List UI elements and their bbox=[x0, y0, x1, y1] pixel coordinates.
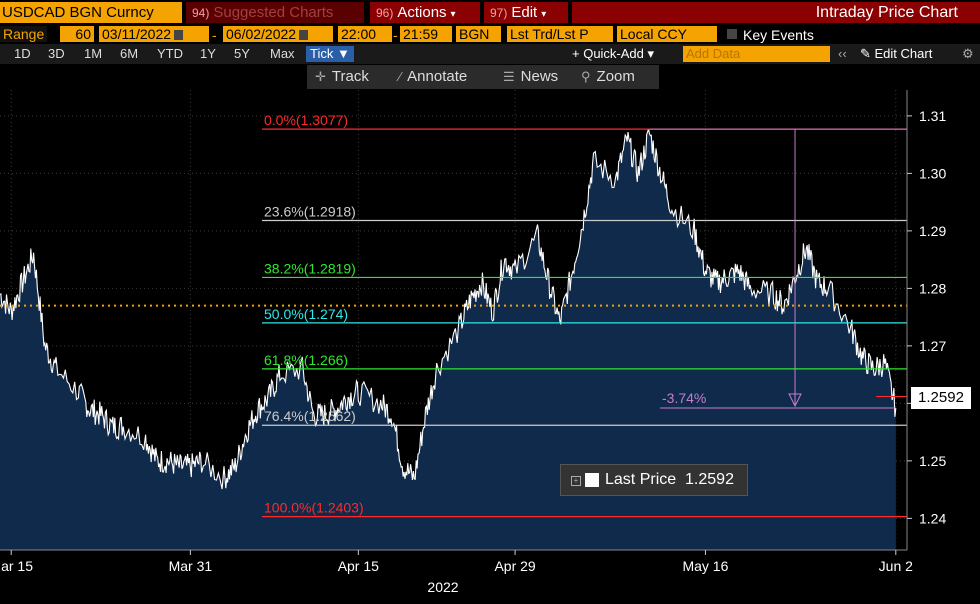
chevron-down-icon: ▾ bbox=[450, 9, 456, 20]
calendar-icon[interactable] bbox=[299, 30, 309, 41]
period-6m[interactable]: 6M bbox=[120, 46, 139, 61]
fib-label: 38.2%(1.2819) bbox=[264, 260, 356, 276]
last-price-tag: 1.2592 bbox=[911, 387, 971, 409]
price-chart[interactable]: 0.0%(1.3077) 23.6%(1.2918) 38.2%(1.2819) 50… bbox=[0, 90, 980, 604]
key-events-label: Key Events bbox=[743, 27, 814, 43]
menu-actions[interactable]: 96) Actions ▾ bbox=[370, 2, 480, 23]
end-date-field[interactable]: 06/02/2022 bbox=[223, 26, 333, 42]
add-data-input[interactable]: Add Data bbox=[683, 46, 830, 62]
period-3d[interactable]: 3D bbox=[48, 46, 65, 61]
menu-suggested-charts[interactable]: 94) Suggested Charts bbox=[186, 2, 364, 23]
chevron-down-icon: ▾ bbox=[541, 9, 547, 20]
chevron-down-icon: ▼ bbox=[336, 46, 350, 61]
currency-select[interactable]: Local CCY bbox=[617, 26, 717, 42]
period-ytd[interactable]: YTD bbox=[157, 46, 183, 61]
key-events-checkbox[interactable] bbox=[727, 29, 737, 39]
end-time-field[interactable]: 21:59 bbox=[400, 26, 452, 42]
x-tick-label: Mar 15 bbox=[0, 558, 33, 574]
y-tick-label: 1.27 bbox=[919, 338, 946, 354]
measure-label: -3.74% bbox=[662, 390, 706, 406]
fib-label: 76.4%(1.2562) bbox=[264, 408, 356, 424]
collapse-icon[interactable]: ‹‹ bbox=[838, 46, 847, 61]
quick-add-button[interactable]: + Quick-Add ▾ bbox=[572, 46, 655, 61]
search-icon: ⚲ bbox=[581, 69, 591, 84]
date-separator: - bbox=[212, 27, 217, 43]
x-tick-label: Apr 15 bbox=[338, 558, 379, 574]
security-field[interactable]: USDCAD BGN Curncy bbox=[0, 2, 182, 23]
range-label: Range bbox=[0, 26, 48, 42]
period-1y[interactable]: 1Y bbox=[200, 46, 216, 61]
price-area bbox=[0, 128, 896, 550]
fib-label: 50.0%(1.274) bbox=[264, 306, 348, 322]
news-icon: ☰ bbox=[503, 69, 515, 84]
price-line bbox=[0, 128, 897, 490]
x-tick-label: Mar 31 bbox=[169, 558, 213, 574]
legend-text: Last Price 1.2592 bbox=[605, 471, 734, 488]
measure-arrow-head bbox=[788, 393, 802, 408]
y-tick-label: 1.24 bbox=[919, 510, 946, 526]
x-tick-label: Jun 2 bbox=[879, 558, 913, 574]
gear-icon[interactable]: ⚙ bbox=[962, 46, 974, 61]
period-1m[interactable]: 1M bbox=[84, 46, 103, 61]
x-tick-label: Apr 29 bbox=[494, 558, 535, 574]
fib-label: 23.6%(1.2918) bbox=[264, 204, 356, 220]
y-tick-label: 1.30 bbox=[919, 165, 946, 181]
x-tick-label: May 16 bbox=[682, 558, 728, 574]
header-bar: USDCAD BGN Curncy 94) Suggested Charts 96)… bbox=[0, 0, 980, 25]
source-field[interactable]: BGN bbox=[456, 26, 501, 42]
start-time-field[interactable]: 22:00 bbox=[338, 26, 392, 42]
crosshair-icon: ✛ bbox=[315, 69, 326, 84]
period-bar: 1D 3D 1M 6M YTD 1Y 5Y Max Tick ▼ + Quick-Add ▾ … bbox=[0, 44, 980, 64]
fib-label: 100.0%(1.2403) bbox=[264, 500, 364, 516]
pencil-icon: ⁄ bbox=[399, 69, 402, 84]
news-button[interactable]: ☰ News bbox=[503, 68, 559, 85]
calendar-icon[interactable] bbox=[174, 30, 184, 41]
time-separator: - bbox=[393, 27, 398, 43]
y-tick-label: 1.31 bbox=[919, 108, 946, 124]
chart-toolbar: ✛ Track ⁄ Annotate ☰ News ⚲ Zoom bbox=[307, 65, 659, 89]
fib-label: 61.8%(1.266) bbox=[264, 352, 348, 368]
x-axis-label: 2022 bbox=[427, 579, 458, 595]
zoom-button[interactable]: ⚲ Zoom bbox=[581, 68, 635, 85]
legend-toggle[interactable]: + bbox=[571, 476, 581, 486]
interval-field[interactable]: 60 bbox=[60, 26, 94, 42]
menu-label: Suggested Charts bbox=[213, 4, 334, 21]
y-tick-label: 1.25 bbox=[919, 453, 946, 469]
start-date-field[interactable]: 03/11/2022 bbox=[99, 26, 209, 42]
menu-label: Actions bbox=[397, 4, 447, 21]
window-title: Intraday Price Chart bbox=[572, 2, 980, 23]
period-max[interactable]: Max bbox=[270, 46, 295, 61]
series-swatch bbox=[585, 473, 599, 487]
menu-number: 96) bbox=[376, 6, 394, 20]
period-5y[interactable]: 5Y bbox=[234, 46, 250, 61]
tick-period-button[interactable]: Tick ▼ bbox=[306, 46, 354, 62]
y-tick-label: 1.29 bbox=[919, 223, 946, 239]
range-bar: Range 60 03/11/2022 - 06/02/2022 22:00 -… bbox=[0, 25, 980, 43]
edit-chart-button[interactable]: ✎ Edit Chart bbox=[860, 46, 933, 61]
annotate-button[interactable]: ⁄ Annotate bbox=[399, 68, 468, 85]
track-button[interactable]: ✛ Track bbox=[315, 68, 369, 85]
menu-edit[interactable]: 97) Edit ▾ bbox=[484, 2, 568, 23]
legend-box: + Last Price 1.2592 bbox=[560, 464, 748, 496]
menu-number: 97) bbox=[490, 6, 508, 20]
field-selector[interactable]: Lst Trd/Lst P bbox=[507, 26, 613, 42]
period-1d[interactable]: 1D bbox=[14, 46, 31, 61]
fib-label: 0.0%(1.3077) bbox=[264, 112, 348, 128]
menu-label: Edit bbox=[511, 4, 538, 21]
menu-number: 94) bbox=[192, 6, 210, 20]
y-tick-label: 1.28 bbox=[919, 280, 946, 296]
